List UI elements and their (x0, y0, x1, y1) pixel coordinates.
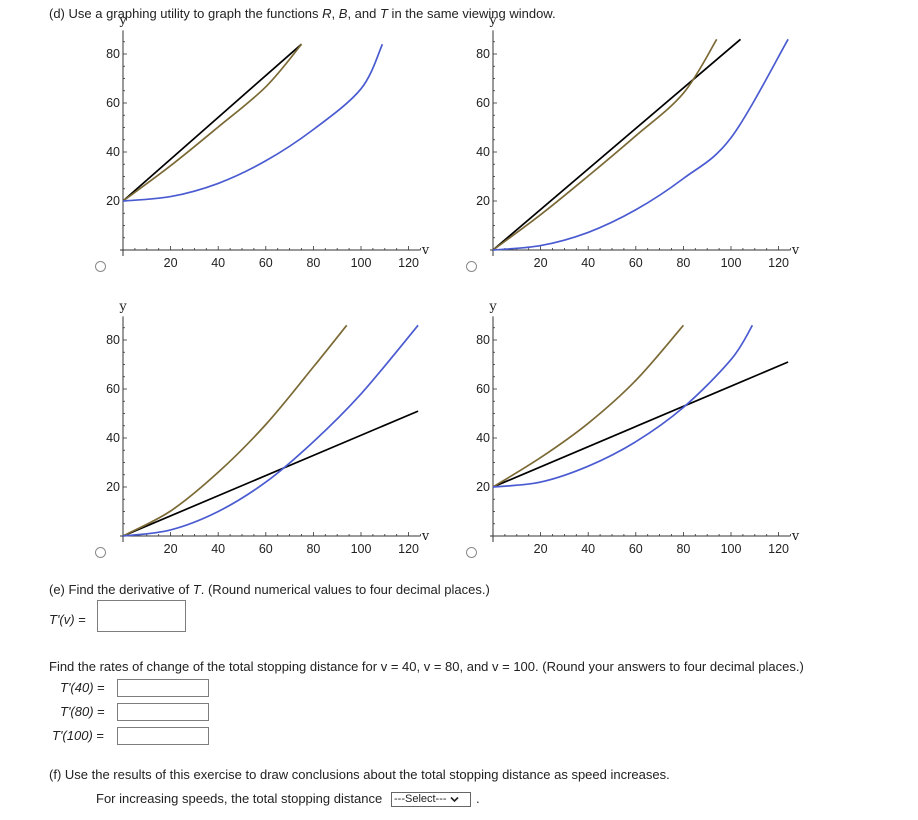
y-axis-title: y (118, 299, 127, 314)
rate-input-80[interactable] (117, 703, 209, 721)
y-tick-label: 20 (106, 194, 120, 208)
y-tick-label: 60 (476, 96, 490, 110)
x-tick-label: 100 (721, 256, 742, 270)
y-tick-label: 20 (476, 480, 490, 494)
x-tick-label: 20 (164, 542, 178, 556)
x-tick-label: 120 (398, 542, 419, 556)
rate-label-40: T'(40) = (60, 680, 105, 695)
series-R-curve (122, 43, 303, 202)
series-R-curve (122, 410, 419, 537)
series-R-curve (492, 38, 742, 251)
x-tick-label: 40 (211, 542, 225, 556)
part-e-instructions: (e) Find the derivative of T. (Round num… (49, 582, 490, 597)
y-tick-label: 80 (106, 47, 120, 61)
x-axis-title: v (791, 243, 800, 258)
part-f-instructions: (f) Use the results of this exercise to … (49, 767, 670, 782)
chevron-down-icon (449, 796, 459, 803)
x-tick-label: 20 (534, 256, 548, 270)
x-tick-label: 100 (721, 542, 742, 556)
graph-option-radio-1[interactable] (95, 261, 106, 272)
x-tick-label: 60 (259, 542, 273, 556)
y-tick-label: 60 (476, 382, 490, 396)
x-tick-label: 100 (351, 256, 372, 270)
rate-input-40[interactable] (117, 679, 209, 697)
y-tick-label: 40 (106, 145, 120, 159)
conclusion-period: . (476, 791, 480, 806)
x-tick-label: 60 (629, 256, 643, 270)
part-d-instructions: (d) Use a graphing utility to graph the … (49, 6, 556, 21)
graph-option-radio-3[interactable] (95, 547, 106, 558)
rate-label-100: T'(100) = (52, 728, 104, 743)
series-T-curve (492, 324, 685, 488)
derivative-label: T'(v) = (49, 612, 86, 627)
x-tick-label: 80 (676, 256, 690, 270)
graph-option-radio-4[interactable] (466, 547, 477, 558)
x-tick-label: 40 (581, 542, 595, 556)
y-tick-label: 60 (106, 382, 120, 396)
rates-prompt: Find the rates of change of the total st… (49, 659, 804, 674)
x-axis-title: v (421, 243, 430, 258)
series-R-curve (492, 361, 789, 488)
x-tick-label: 120 (398, 256, 419, 270)
graph-option-radio-2[interactable] (466, 261, 477, 272)
x-axis-title: v (791, 529, 800, 544)
x-tick-label: 60 (259, 256, 273, 270)
derivative-input[interactable] (97, 600, 186, 632)
y-tick-label: 60 (106, 96, 120, 110)
y-tick-label: 20 (106, 480, 120, 494)
y-axis-title: y (488, 299, 497, 314)
x-tick-label: 120 (768, 542, 789, 556)
y-tick-label: 80 (476, 47, 490, 61)
y-axis-title: y (488, 13, 497, 28)
series-B-curve (122, 324, 419, 537)
series-T-curve (122, 324, 348, 537)
x-tick-label: 100 (351, 542, 372, 556)
y-tick-label: 40 (476, 145, 490, 159)
x-tick-label: 80 (306, 542, 320, 556)
rate-input-100[interactable] (117, 727, 209, 745)
conclusion-select[interactable]: ---Select--- (391, 792, 471, 807)
rate-label-80: T'(80) = (60, 704, 105, 719)
series-T-curve (492, 38, 718, 251)
x-tick-label: 60 (629, 542, 643, 556)
x-tick-label: 40 (581, 256, 595, 270)
x-tick-label: 20 (164, 256, 178, 270)
x-tick-label: 20 (534, 542, 548, 556)
series-B-curve (492, 38, 789, 251)
y-tick-label: 80 (106, 333, 120, 347)
x-tick-label: 120 (768, 256, 789, 270)
x-axis-title: v (421, 529, 430, 544)
conclusion-select-value: ---Select--- (394, 793, 447, 805)
y-axis-title: y (118, 13, 127, 28)
series-B-curve (122, 43, 384, 202)
x-tick-label: 40 (211, 256, 225, 270)
y-tick-label: 80 (476, 333, 490, 347)
x-tick-label: 80 (676, 542, 690, 556)
y-tick-label: 20 (476, 194, 490, 208)
x-tick-label: 80 (306, 256, 320, 270)
series-B-curve (492, 324, 754, 488)
y-tick-label: 40 (106, 431, 120, 445)
series-T-curve (122, 43, 303, 202)
conclusion-statement: For increasing speeds, the total stoppin… (96, 791, 383, 806)
y-tick-label: 40 (476, 431, 490, 445)
